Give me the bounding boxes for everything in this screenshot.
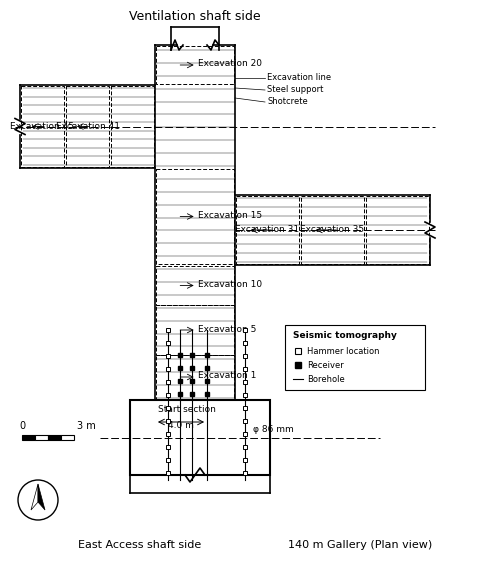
Bar: [285, 325, 425, 390]
Bar: [35, 435, 48, 440]
Text: Excavation 1: Excavation 1: [198, 372, 257, 380]
Bar: [48, 435, 61, 440]
Bar: [236, 196, 299, 264]
Text: Excavation 15: Excavation 15: [198, 211, 263, 220]
Bar: [22, 435, 35, 440]
Bar: [156, 305, 234, 355]
Text: Excavation 31: Excavation 31: [235, 226, 300, 234]
Text: Receiver: Receiver: [307, 361, 344, 369]
Bar: [156, 46, 234, 84]
Text: 4.0 m: 4.0 m: [168, 421, 194, 430]
Text: Ventilation shaft side: Ventilation shaft side: [129, 9, 261, 23]
Text: Seismic tomography: Seismic tomography: [293, 331, 397, 339]
Text: Excavation 41: Excavation 41: [56, 122, 120, 131]
Text: 0: 0: [19, 421, 25, 431]
Bar: [21, 86, 64, 167]
Text: Excavation 10: Excavation 10: [198, 280, 263, 289]
Bar: [156, 355, 234, 399]
Text: Borehole: Borehole: [307, 375, 345, 383]
Text: Start section: Start section: [158, 405, 216, 415]
Polygon shape: [38, 484, 45, 510]
Text: Excavation 45: Excavation 45: [11, 122, 74, 131]
Text: Excavation line: Excavation line: [267, 74, 331, 82]
Text: Hammer location: Hammer location: [307, 346, 380, 356]
Bar: [66, 86, 109, 167]
Text: φ 86 mm: φ 86 mm: [253, 426, 294, 434]
Bar: [156, 169, 234, 264]
Text: Steel support: Steel support: [267, 85, 324, 95]
Polygon shape: [31, 484, 38, 510]
Text: Excavation 5: Excavation 5: [198, 324, 257, 334]
Bar: [156, 266, 234, 305]
Text: 140 m Gallery (Plan view): 140 m Gallery (Plan view): [288, 540, 432, 550]
Bar: [301, 196, 364, 264]
Text: 3 m: 3 m: [77, 421, 96, 431]
Bar: [61, 435, 74, 440]
Text: Excavation 35: Excavation 35: [300, 226, 365, 234]
Bar: [366, 196, 429, 264]
Text: Excavation 20: Excavation 20: [198, 60, 262, 68]
Text: Shotcrete: Shotcrete: [267, 97, 308, 107]
Text: East Access shaft side: East Access shaft side: [78, 540, 202, 550]
Bar: [111, 86, 154, 167]
Bar: [130, 400, 270, 475]
